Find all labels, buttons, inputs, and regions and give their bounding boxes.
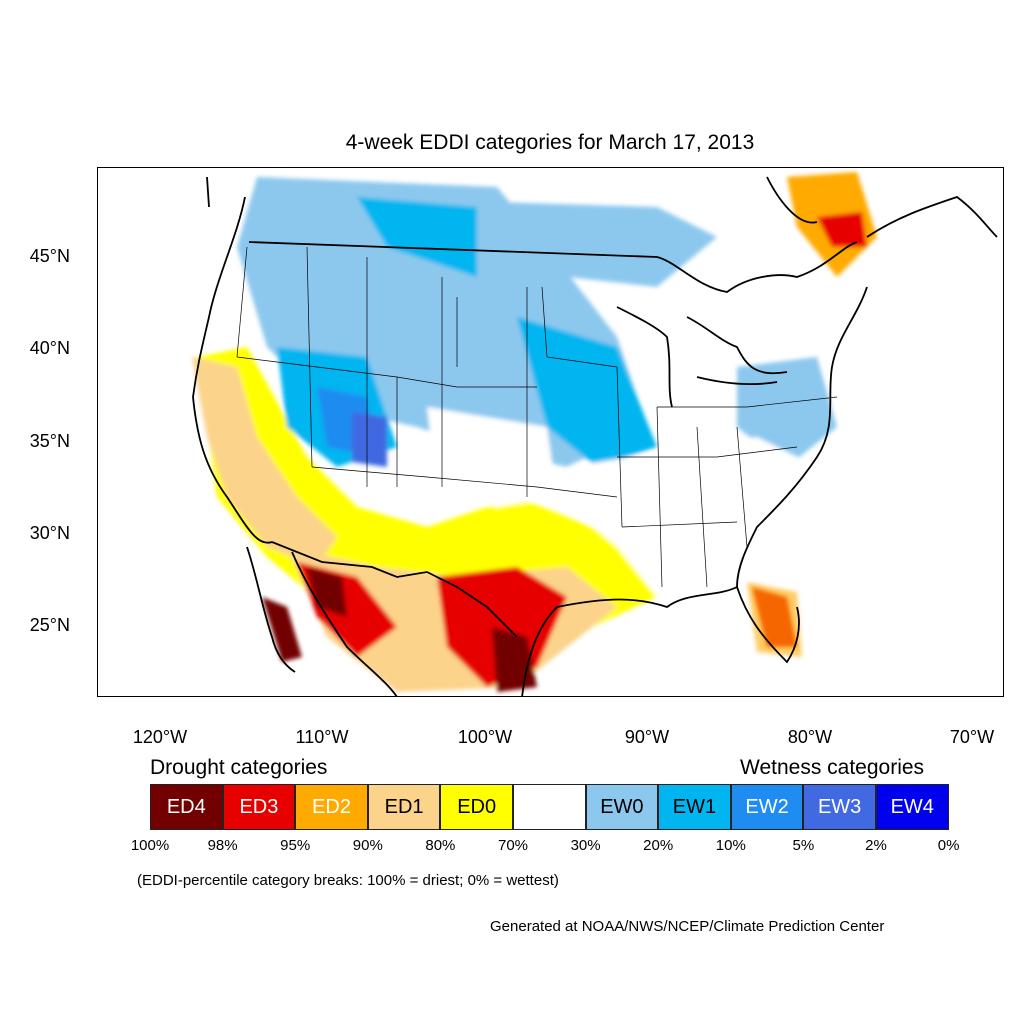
us-canada-border (248, 241, 858, 293)
region-ew1-plains (517, 317, 657, 467)
region-ed1-california (192, 357, 337, 567)
gulf-coast (521, 586, 738, 697)
great-lakes (616, 306, 788, 408)
lat-tick-30: 30°N (29, 523, 70, 543)
wetness-heading: Wetness categories (740, 756, 925, 779)
region-neutral-plains (427, 407, 557, 507)
us-east-coast (736, 286, 868, 664)
percent-break: 0% (937, 837, 960, 854)
percent-break: 20% (643, 837, 674, 854)
legend-category-ed2: ED2 (295, 784, 368, 830)
percent-break: 98% (207, 837, 238, 854)
legend-category-neutral (512, 784, 586, 830)
us-west-coast (192, 196, 273, 544)
coastlines (192, 176, 998, 697)
region-ew1-canada (357, 197, 477, 277)
lon-tick-120: 120°W (132, 727, 188, 747)
map-border (97, 167, 1004, 697)
legend-category-ew4: EW4 (875, 784, 949, 830)
map-panel (97, 167, 1004, 697)
us-mexico-border (271, 541, 518, 638)
breaks-note: (EDDI-percentile category breaks: 100% =… (137, 872, 559, 889)
lon-tick-110: 110°W (295, 727, 349, 747)
percent-break: 5% (792, 837, 815, 854)
percent-break: 90% (352, 837, 383, 854)
percent-break: 2% (865, 837, 887, 854)
region-neutral-southeast (557, 437, 817, 597)
legend-category-ed1: ED1 (367, 784, 441, 830)
lat-tick-45: 45°N (29, 246, 70, 266)
legend-category-ed4: ED4 (150, 784, 223, 830)
legend-category-ew0: EW0 (585, 784, 659, 830)
legend-category-ew3: EW3 (803, 784, 876, 830)
eddi-shading (192, 172, 877, 692)
lon-tick-70: 70°W (949, 727, 995, 747)
percent-break: 70% (497, 837, 529, 854)
credit-line: Generated at NOAA/NWS/NCEP/Climate Predi… (490, 918, 885, 935)
lat-tick-35: 35°N (29, 431, 70, 451)
mexico-west-coast (291, 551, 398, 697)
legend-category-ew1: EW1 (658, 784, 731, 830)
region-ed2-florida (747, 582, 802, 657)
region-ed4-baja (262, 597, 302, 662)
percent-break: 10% (715, 837, 746, 854)
region-ew3-colorado (352, 412, 387, 467)
lat-tick-40: 40°N (29, 338, 70, 358)
hudson-shore (206, 176, 818, 224)
category-legend: ED4 ED3 ED2 ED1 ED0 EW0 EW1 EW2 EW3 EW4 (150, 784, 949, 830)
legend-category-ew2: EW2 (730, 784, 804, 830)
baja-coast (246, 546, 296, 673)
map-title: 4-week EDDI categories for March 17, 201… (345, 131, 755, 154)
percent-break: 100% (130, 837, 170, 854)
lon-tick-90: 90°W (624, 727, 670, 747)
percent-break: 80% (425, 837, 456, 854)
lat-tick-25: 25°N (29, 615, 70, 635)
state-borders (236, 246, 838, 588)
percent-break: 95% (280, 837, 311, 854)
eddi-map (97, 167, 1004, 697)
lon-tick-80: 80°W (787, 727, 833, 747)
region-ed3-texas (437, 567, 567, 687)
legend-category-ed0: ED0 (440, 784, 513, 830)
lon-tick-100: 100°W (457, 727, 513, 747)
drought-heading: Drought categories (150, 756, 328, 779)
canada-east-coast (866, 195, 998, 238)
region-ed4-sonora (307, 567, 347, 617)
percent-break: 30% (570, 837, 601, 854)
region-ed3-quebec (817, 212, 867, 247)
legend-category-ed3: ED3 (222, 784, 296, 830)
